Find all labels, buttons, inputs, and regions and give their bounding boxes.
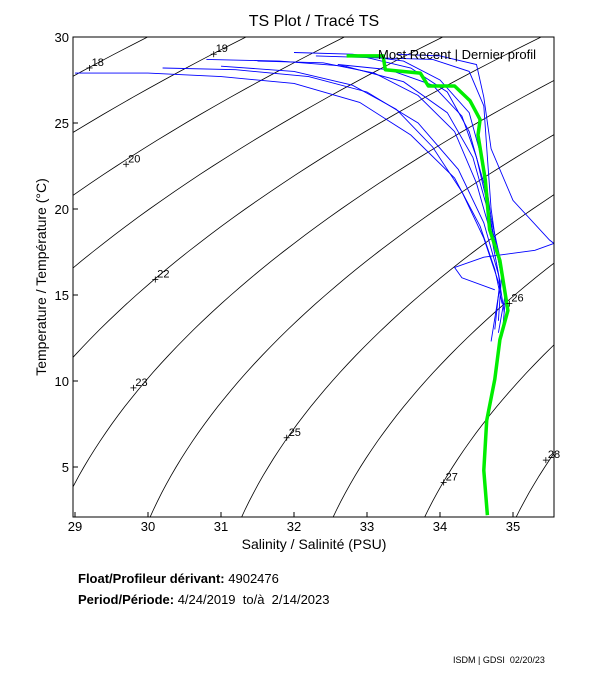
contour-label: 22 bbox=[157, 269, 169, 281]
y-axis-label: Temperature / Température (°C) bbox=[33, 178, 49, 376]
profile-line bbox=[206, 58, 508, 302]
contour-label-marker bbox=[86, 64, 93, 71]
contour-label-marker bbox=[210, 51, 217, 58]
contour-label: 20 bbox=[128, 153, 140, 165]
x-tick-label: 35 bbox=[506, 519, 520, 534]
contour-label: 26 bbox=[511, 293, 523, 305]
contour-label: 27 bbox=[446, 471, 458, 483]
contour-label-marker bbox=[440, 479, 447, 486]
contour-label-marker bbox=[130, 384, 137, 391]
contour-label: 18 bbox=[92, 57, 104, 69]
x-tick-label: 30 bbox=[141, 519, 155, 534]
profile-line bbox=[75, 72, 503, 304]
density-contour-27 bbox=[424, 344, 554, 517]
y-tick-label: 5 bbox=[62, 460, 69, 475]
density-contour-24 bbox=[149, 134, 554, 517]
profile-line bbox=[396, 53, 554, 291]
density-contour-26 bbox=[332, 262, 554, 517]
plot-frame bbox=[72, 36, 555, 518]
x-tick-label: 29 bbox=[68, 519, 82, 534]
y-tick-label: 30 bbox=[55, 30, 69, 45]
contour-label-marker bbox=[506, 300, 513, 307]
contour-label: 25 bbox=[289, 427, 301, 439]
density-contour-20 bbox=[73, 37, 346, 196]
density-contour-25 bbox=[241, 194, 554, 517]
density-contour-19 bbox=[73, 37, 247, 133]
x-tick-label: 34 bbox=[433, 519, 447, 534]
contour-label-marker bbox=[123, 161, 130, 168]
contour-label: 19 bbox=[216, 43, 228, 55]
period-info: Period/Période: 4/24/2019 to/à 2/14/2023 bbox=[78, 592, 330, 607]
x-axis-label: Salinity / Salinité (PSU) bbox=[242, 536, 387, 552]
legend-label: Most Recent | Dernier profil bbox=[378, 47, 536, 62]
float-info: Float/Profileur dérivant: 4902476 bbox=[78, 571, 279, 586]
density-contour-21 bbox=[73, 37, 444, 269]
x-tick-label: 33 bbox=[360, 519, 374, 534]
contour-label-marker bbox=[152, 276, 159, 283]
float-label: Float/Profileur dérivant: bbox=[78, 571, 225, 586]
credit-text: ISDM | GDSI 02/20/23 bbox=[453, 655, 545, 665]
period-value: 4/24/2019 to/à 2/14/2023 bbox=[177, 592, 330, 607]
density-contour-22 bbox=[73, 37, 543, 358]
y-tick-label: 15 bbox=[55, 288, 69, 303]
x-tick-label: 32 bbox=[287, 519, 301, 534]
y-tick-label: 20 bbox=[55, 202, 69, 217]
profile-line bbox=[162, 67, 505, 313]
y-tick-label: 25 bbox=[55, 116, 69, 131]
chart-title: TS Plot / Tracé TS bbox=[249, 13, 379, 30]
y-tick-label: 10 bbox=[55, 374, 69, 389]
contour-label: 23 bbox=[135, 377, 147, 389]
density-contour-23 bbox=[73, 79, 554, 488]
profile-line bbox=[220, 65, 501, 342]
period-label: Period/Période: bbox=[78, 592, 175, 607]
most-recent-profile-line bbox=[346, 54, 510, 516]
contour-label-marker bbox=[283, 434, 290, 441]
float-value: 4902476 bbox=[228, 571, 279, 586]
density-contour-18 bbox=[73, 37, 149, 77]
x-tick-label: 31 bbox=[214, 519, 228, 534]
contour-label-marker bbox=[542, 457, 549, 464]
